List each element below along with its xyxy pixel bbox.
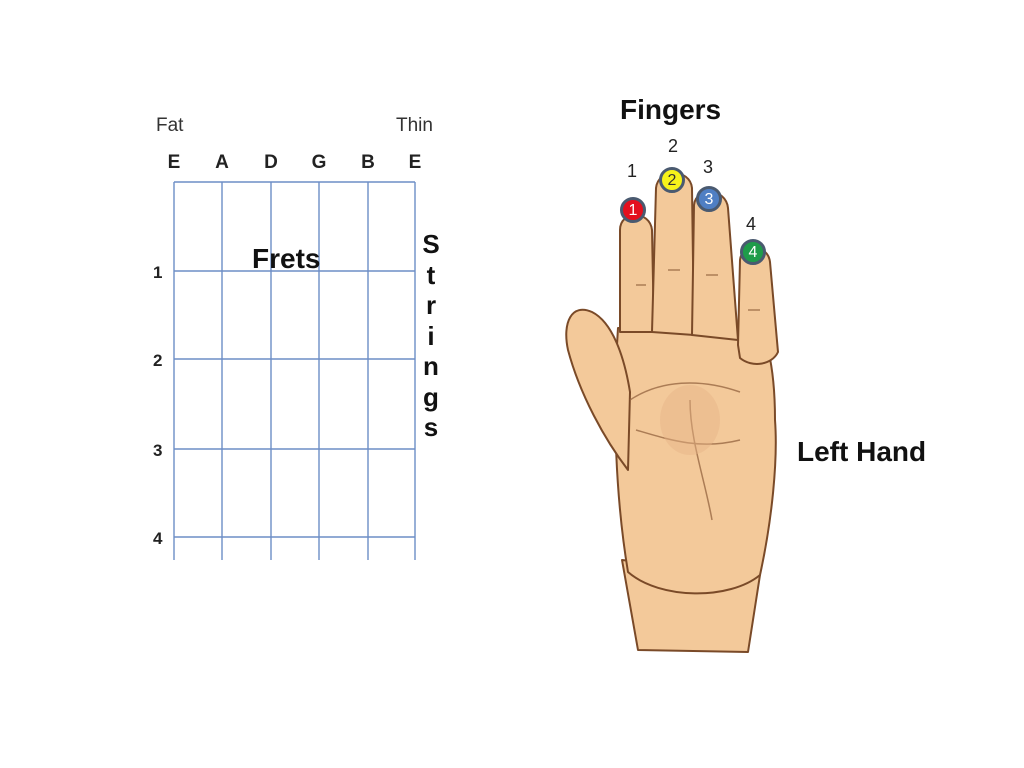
strings-letter: g	[423, 381, 439, 412]
palm-creases	[629, 269, 760, 521]
strings-letter: S	[422, 229, 440, 259]
string-name-b: B	[361, 152, 375, 173]
string-name-a: A	[215, 152, 229, 173]
finger-number-2: 2	[668, 136, 679, 156]
ring-finger	[691, 190, 739, 341]
middle-finger	[651, 172, 695, 336]
strings-letter: i	[427, 320, 435, 351]
finger-number-4: 4	[746, 214, 757, 234]
fret-number-4: 4	[153, 529, 163, 548]
finger-dot-2: 2	[659, 167, 685, 193]
finger-dot-label: 2	[667, 172, 677, 189]
strings-letter: n	[423, 351, 439, 381]
finger-dot-label: 3	[704, 191, 714, 208]
string-name-g: G	[311, 152, 327, 173]
left-hand-label: Left Hand	[797, 436, 927, 467]
fingers-title: Fingers	[620, 94, 722, 125]
frets-title: Frets	[252, 243, 321, 274]
string-name-d: D	[264, 152, 278, 173]
fret-number-2: 2	[153, 351, 163, 370]
finger-dot-3: 3	[696, 186, 722, 212]
finger-dot-label: 1	[628, 202, 638, 219]
fret-number-3: 3	[153, 441, 163, 460]
fret-number-1: 1	[153, 263, 163, 282]
strings-letter: r	[425, 290, 437, 320]
pinky-finger	[737, 246, 779, 365]
finger-dot-4: 4	[740, 239, 766, 265]
palm-shadow	[660, 385, 720, 455]
finger-number-1: 1	[627, 161, 638, 181]
thumb	[565, 308, 631, 471]
strings-letter: t	[426, 259, 436, 290]
string-name-e-low: E	[167, 152, 181, 173]
finger-number-3: 3	[703, 157, 714, 177]
fat-label: Fat	[156, 115, 184, 136]
palm	[614, 327, 777, 595]
strings-vertical-label: S t r i n g s	[416, 229, 446, 443]
finger-dot-1: 1	[620, 197, 646, 223]
string-name-e-high: E	[408, 152, 422, 173]
thin-label: Thin	[396, 115, 433, 136]
finger-dot-label: 4	[748, 244, 758, 261]
index-finger	[619, 214, 655, 333]
strings-letter: s	[423, 412, 439, 442]
